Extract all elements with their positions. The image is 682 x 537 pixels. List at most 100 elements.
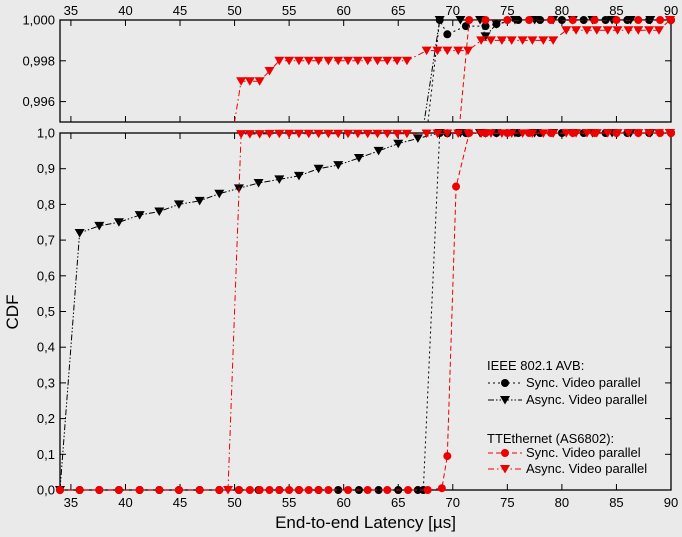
y-main-tick-label: 0,1 <box>37 447 55 462</box>
data-point-zoom <box>612 26 623 35</box>
data-point-zoom <box>343 56 354 66</box>
y-main-tick-label: 0,3 <box>37 375 55 390</box>
data-point <box>442 129 453 139</box>
data-point <box>393 139 404 149</box>
data-point <box>334 486 343 494</box>
data-point <box>548 129 559 138</box>
data-point <box>352 129 363 139</box>
data-point <box>452 182 461 191</box>
data-point <box>95 486 104 494</box>
data-point-zoom <box>481 16 490 24</box>
data-point <box>293 129 304 139</box>
data-point <box>517 129 528 138</box>
y-zoom-tick-label: 1,000 <box>22 13 55 28</box>
data-point <box>561 129 572 138</box>
data-point <box>363 486 372 494</box>
data-point-zoom <box>264 67 275 76</box>
data-point-zoom <box>481 22 490 31</box>
data-point-zoom <box>485 36 496 45</box>
y-main-tick-label: 0,7 <box>37 233 55 248</box>
data-point <box>154 207 165 217</box>
x-tick-label-bottom: 60 <box>336 495 350 510</box>
series-group <box>55 16 675 495</box>
x-axis-label: End-to-end Latency [µs] <box>275 513 456 532</box>
x-tick-label-bottom: 80 <box>555 495 569 510</box>
data-point-zoom <box>581 26 592 35</box>
main-panel-ticks: 35 40 45 50 55 60 65 70 75 80 85 90 0,0 0,1 0,2 0,3 0,4 0… <box>37 126 678 511</box>
data-point-zoom <box>517 36 528 45</box>
y-main-tick-label: 0,5 <box>37 304 55 319</box>
data-point <box>265 486 274 494</box>
legend-group-title: TTEthernet (AS6802): <box>487 431 614 446</box>
data-point-zoom <box>421 46 432 56</box>
x-tick-label-top: 50 <box>227 3 241 18</box>
series-group <box>223 16 675 495</box>
data-point <box>215 486 224 494</box>
data-point-zoom <box>538 36 549 45</box>
data-point <box>173 200 184 209</box>
data-point <box>195 486 204 494</box>
data-point <box>404 486 413 494</box>
data-point <box>353 153 364 163</box>
y-main-tick-label: 0,4 <box>37 340 55 355</box>
data-point <box>602 129 613 138</box>
data-point <box>236 130 247 139</box>
data-point <box>264 129 275 139</box>
data-point-zoom <box>333 56 344 66</box>
data-point-zoom <box>463 46 474 56</box>
data-point <box>401 129 412 139</box>
series-line-zoom <box>234 20 671 122</box>
data-point-zoom <box>491 20 502 29</box>
data-point <box>255 486 264 494</box>
data-point-zoom <box>634 16 643 24</box>
series-line-zoom <box>459 20 671 122</box>
data-point-zoom <box>461 22 470 31</box>
data-point <box>333 129 344 139</box>
x-tick-label-top: 65 <box>391 3 405 18</box>
data-point-zoom <box>442 46 453 56</box>
y-zoom-tick-label: 0,996 <box>22 94 55 109</box>
x-tick-label-bottom: 45 <box>173 495 187 510</box>
data-point <box>94 221 105 231</box>
data-point-zoom <box>434 16 445 25</box>
zoom-panel-ticks: 35 40 45 50 55 60 65 70 75 80 85 90 0,996 0,998 1,000 <box>22 3 678 122</box>
data-point <box>383 486 392 494</box>
data-point <box>274 129 285 139</box>
data-point-zoom <box>602 26 613 35</box>
data-point-zoom <box>623 26 634 35</box>
data-point <box>443 452 452 461</box>
data-point <box>274 175 285 184</box>
legend-marker <box>501 379 509 387</box>
data-point-zoom <box>476 36 487 45</box>
data-point <box>538 129 549 138</box>
x-tick-label-bottom: 35 <box>64 495 78 510</box>
x-tick-label-top: 80 <box>555 3 569 18</box>
series-line-zoom <box>427 20 671 122</box>
data-point <box>664 129 675 138</box>
data-point <box>155 486 164 494</box>
legend-label: Sync. Video parallel <box>526 375 641 390</box>
data-point <box>194 196 205 206</box>
data-point <box>284 129 295 139</box>
data-point <box>135 486 144 494</box>
data-point <box>423 486 432 494</box>
x-tick-label-bottom: 75 <box>500 495 514 510</box>
data-point <box>437 484 446 493</box>
y-zoom-tick-label: 0,998 <box>22 53 55 68</box>
data-point <box>304 486 313 494</box>
data-point <box>75 486 84 494</box>
data-point <box>313 129 324 139</box>
legend-marker <box>500 396 510 405</box>
legend-marker <box>501 449 509 457</box>
data-point-zoom <box>525 16 534 24</box>
data-point-zoom <box>653 26 664 35</box>
data-point-zoom <box>465 16 474 24</box>
data-point-zoom <box>443 30 452 39</box>
data-point <box>303 129 314 139</box>
x-tick-label-bottom: 85 <box>609 495 623 510</box>
x-tick-label-top: 70 <box>446 3 460 18</box>
data-point-zoom <box>568 16 577 24</box>
data-point-zoom <box>656 16 665 24</box>
